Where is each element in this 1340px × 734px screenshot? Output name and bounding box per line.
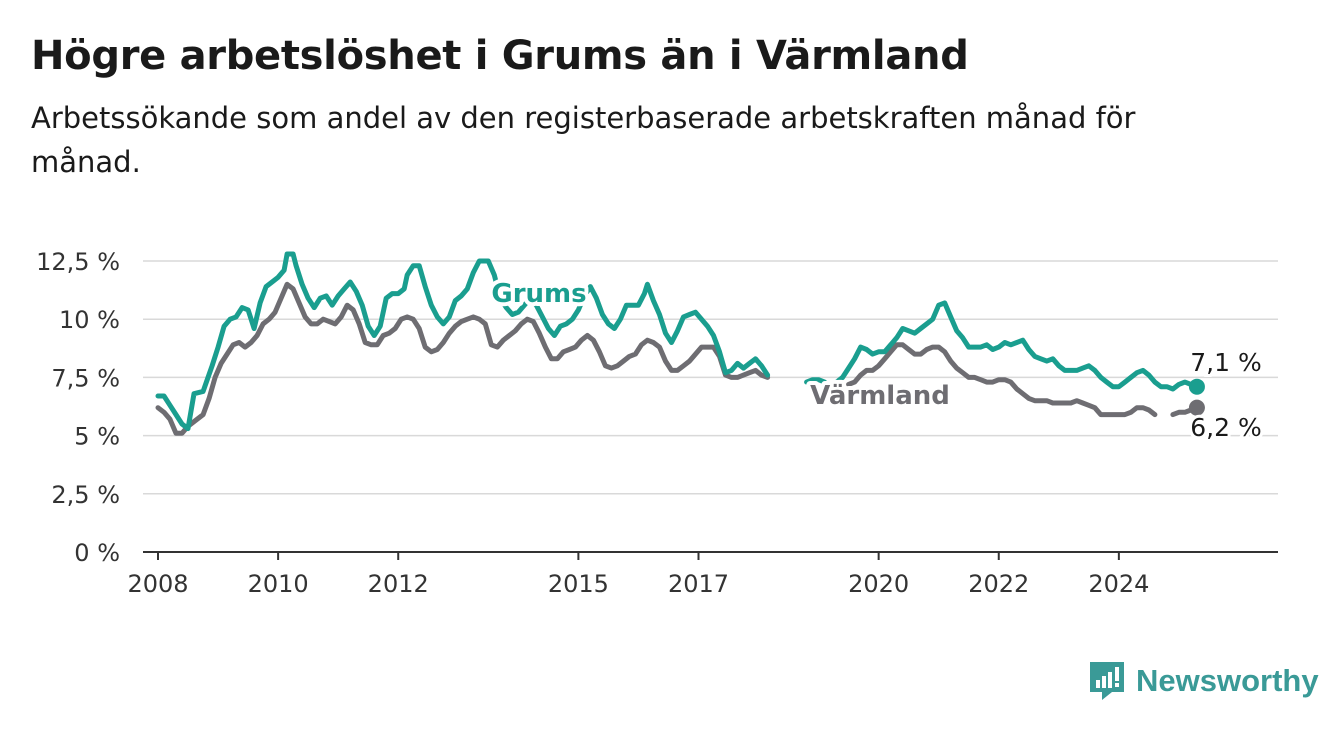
- brand-name: Newsworthy: [1136, 663, 1319, 698]
- end-value-label-grums: 7,1 %: [1190, 348, 1261, 377]
- x-tick-label: 2015: [548, 570, 609, 598]
- chart-subtitle: Arbetssökande som andel av den registerb…: [31, 101, 1136, 179]
- y-tick-label: 10 %: [59, 306, 120, 334]
- y-tick-label: 7,5 %: [51, 364, 120, 392]
- chart-title: Högre arbetslöshet i Grums än i Värmland: [31, 33, 969, 79]
- x-tick-label: 2008: [127, 570, 188, 598]
- y-tick-label: 5 %: [74, 423, 120, 451]
- series-end-point-grums: [1188, 378, 1205, 395]
- gridlines: [143, 260, 1278, 553]
- bar-chart-logo-icon: [1090, 662, 1124, 700]
- y-tick-label: 0 %: [74, 539, 120, 567]
- x-tick-label: 2022: [968, 570, 1029, 598]
- y-tick-label: 12,5 %: [36, 248, 120, 276]
- series-line-grums: [155, 251, 1200, 432]
- x-axis-ticks: 2008 2010 2012 2015 2017 2020 2022 2024: [127, 552, 1149, 598]
- series-lines: [155, 251, 1205, 436]
- x-tick-label: 2020: [848, 570, 909, 598]
- y-axis-ticks: 0 % 2,5 % 5 % 7,5 % 10 % 12,5 %: [36, 248, 120, 567]
- series-label-varmland: Värmland: [810, 381, 950, 411]
- x-tick-label: 2012: [368, 570, 429, 598]
- end-value-label-varmland: 6,2 %: [1190, 413, 1261, 442]
- series-label-grums: Grums: [491, 279, 586, 309]
- newsworthy-brand: Newsworthy: [1088, 660, 1319, 702]
- series-end-point-varmland: [1188, 399, 1205, 416]
- x-tick-label: 2024: [1088, 570, 1149, 598]
- x-tick-label: 2010: [248, 570, 309, 598]
- y-tick-label: 2,5 %: [51, 481, 120, 509]
- series-labels: Grums Värmland 7,1 % 6,2 %: [487, 275, 1264, 445]
- x-tick-label: 2017: [668, 570, 729, 598]
